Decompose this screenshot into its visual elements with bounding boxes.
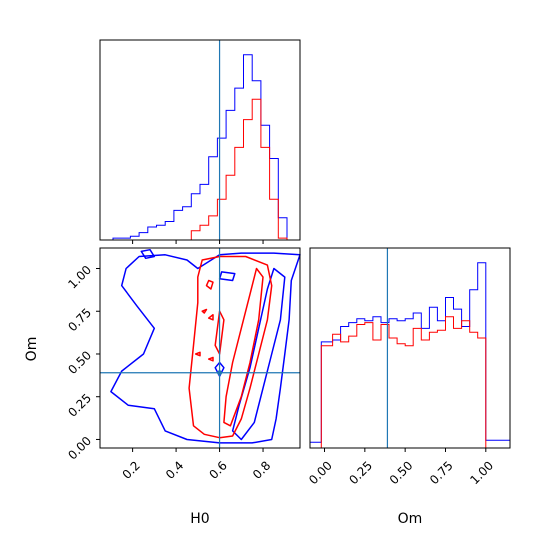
y-axis-label-om: Om	[24, 337, 40, 362]
om-hist-series-blue	[309, 262, 511, 448]
om-ytick-label: 1.00	[65, 263, 94, 292]
contour-red-outer-5	[188, 255, 273, 439]
om-xtick-label: 0.25	[346, 458, 375, 487]
x-axis-label-h0: H0	[190, 511, 209, 527]
contour-blue-small-4	[218, 271, 236, 282]
x-axis-label-om: Om	[398, 511, 423, 527]
contour-red-small-9	[194, 351, 201, 357]
contour-red-small-11	[201, 308, 208, 314]
om-histogram-frame	[309, 247, 511, 449]
contour-red-small-12	[207, 356, 214, 362]
h0-hist-series-blue	[112, 54, 288, 240]
h0-histogram-panel	[99, 39, 301, 244]
contour-red-inner-7	[214, 310, 225, 355]
om-xtick-label: 0.75	[427, 458, 456, 487]
om-ytick-label: 0.75	[65, 305, 94, 334]
contour-red-inner-6	[223, 267, 264, 427]
om-histogram-panel: 0.00 0.25 0.50 0.75 1.00 Om	[306, 247, 511, 527]
h0-xtick-label: 0.8	[250, 458, 273, 481]
om-ytick-label: 0.25	[65, 391, 94, 420]
contour-blue-inner-1	[231, 267, 286, 441]
contour-truth-point	[217, 370, 223, 376]
h0-xtick-label: 0.2	[120, 458, 143, 481]
om-ytick-label: 0.00	[65, 434, 94, 463]
om-xtick-label: 0.50	[387, 458, 416, 487]
contour-blue-small-3	[140, 248, 156, 260]
h0-hist-series-red	[113, 98, 288, 241]
contour-frame	[99, 247, 301, 449]
contour-red-small-8	[205, 279, 214, 290]
om-xtick-label: 0.00	[306, 458, 335, 487]
h0-xtick-label: 0.6	[207, 458, 230, 481]
h0-xtick-label: 0.4	[163, 458, 186, 481]
om-xtick-label: 1.00	[467, 458, 496, 487]
contour-blue-outer-0	[110, 252, 301, 444]
om-hist-series-red	[310, 316, 510, 449]
om-ytick-label: 0.50	[65, 348, 94, 377]
contour-red-small-10	[207, 313, 214, 321]
h0-histogram-frame	[99, 39, 301, 241]
h0-om-contour-panel: 0.2 0.4 0.6 0.8 0.00 0.25 0.50 0.75 1.00 H0 Om	[24, 247, 301, 527]
